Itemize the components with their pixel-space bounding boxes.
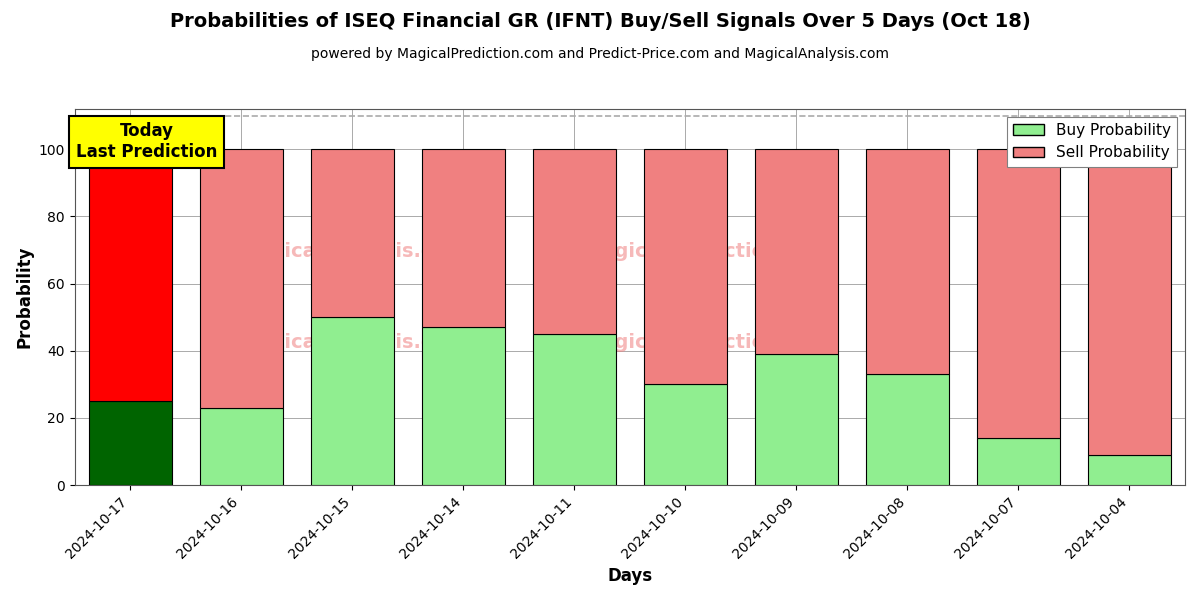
Text: powered by MagicalPrediction.com and Predict-Price.com and MagicalAnalysis.com: powered by MagicalPrediction.com and Pre… [311, 47, 889, 61]
Text: MagicalAnalysis.com: MagicalAnalysis.com [238, 242, 467, 262]
Text: MagicalPrediction.com: MagicalPrediction.com [583, 333, 833, 352]
Text: MagicalAnalysis.com: MagicalAnalysis.com [238, 333, 467, 352]
Bar [199, 408, 283, 485]
Text: Today
Last Prediction: Today Last Prediction [76, 122, 217, 161]
Bar [977, 149, 1060, 438]
Bar [421, 328, 505, 485]
Bar [755, 149, 838, 354]
Bar [643, 149, 727, 385]
Bar [1088, 455, 1171, 485]
Bar [643, 385, 727, 485]
Bar [533, 149, 616, 334]
Bar [89, 401, 172, 485]
Bar [1088, 149, 1171, 455]
Bar [89, 149, 172, 401]
Bar [755, 354, 838, 485]
Y-axis label: Probability: Probability [16, 246, 34, 349]
Bar [865, 374, 949, 485]
Bar [311, 317, 394, 485]
Bar [311, 149, 394, 317]
X-axis label: Days: Days [607, 567, 653, 585]
Bar [421, 149, 505, 328]
Bar [199, 149, 283, 408]
Legend: Buy Probability, Sell Probability: Buy Probability, Sell Probability [1007, 116, 1177, 167]
Text: Probabilities of ISEQ Financial GR (IFNT) Buy/Sell Signals Over 5 Days (Oct 18): Probabilities of ISEQ Financial GR (IFNT… [169, 12, 1031, 31]
Text: MagicalPrediction.com: MagicalPrediction.com [583, 242, 833, 262]
Bar [533, 334, 616, 485]
Bar [865, 149, 949, 374]
Bar [977, 438, 1060, 485]
